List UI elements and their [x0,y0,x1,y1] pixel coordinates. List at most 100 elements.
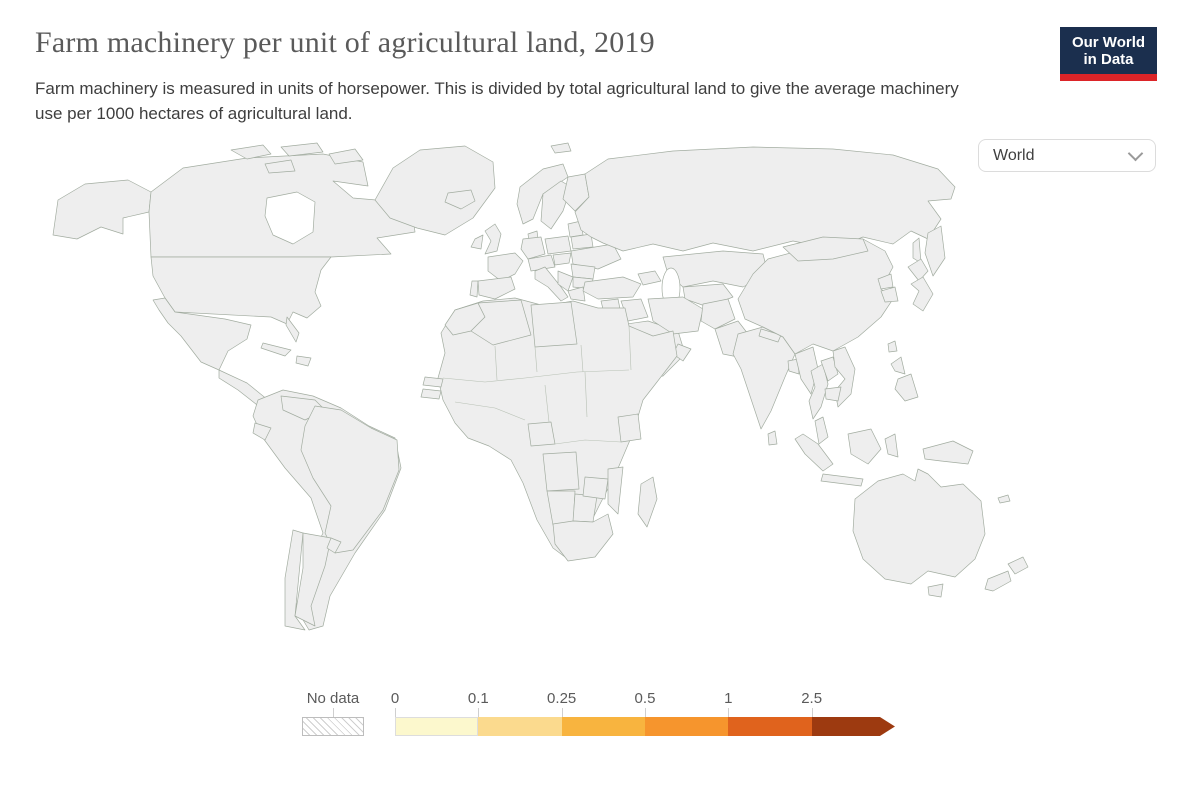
region-angola[interactable] [542,451,580,492]
legend-bin-0 [395,717,479,736]
region-south-africa[interactable] [552,513,614,562]
region-guinea-bissau[interactable] [420,388,442,400]
region-hispaniola[interactable] [295,355,312,367]
region-new-zealand[interactable] [984,570,1012,592]
legend-tick [811,708,813,717]
region-laos[interactable] [820,356,839,382]
region-turkey[interactable] [582,276,642,300]
region-papua-new-guinea[interactable] [922,440,974,465]
region-greenland[interactable] [374,145,496,236]
legend-tick [395,708,396,717]
region-japan[interactable] [910,276,934,312]
region-alaska[interactable] [52,179,152,240]
region-russia-kamchatka[interactable] [924,225,946,277]
region-uruguay[interactable] [326,537,342,554]
region-romania[interactable] [570,263,596,280]
region-north-korea[interactable] [877,273,894,290]
region-russia[interactable] [574,146,956,252]
legend-tick-labels: 0 0.1 0.25 0.5 1 2.5 [391,690,915,708]
region-tasmania[interactable] [927,583,944,598]
region-cambodia[interactable] [824,386,842,402]
region-africa[interactable] [437,297,678,561]
region-zimbabwe[interactable] [582,476,609,500]
legend-tick-label: 0.1 [467,690,489,707]
region-bangladesh[interactable] [787,358,800,375]
region-new-zealand[interactable] [1007,556,1029,575]
region-dropdown-value: World [993,146,1035,164]
hudson-bay [264,191,316,245]
region-sweden[interactable] [540,180,572,230]
region-australia[interactable] [852,468,986,585]
owid-logo-line2: in Data [1083,50,1134,68]
region-indonesia-sulawesi[interactable] [884,433,899,458]
region-arctic-islands[interactable] [280,142,324,157]
region-indonesia-java[interactable] [820,473,864,487]
owid-logo-line1: Our World [1071,33,1146,51]
legend-no-data-label: No data [306,690,360,707]
region-iceland[interactable] [444,189,476,210]
region-mexico[interactable] [152,297,252,371]
region-madagascar[interactable] [637,476,658,528]
world-map[interactable] [25,140,1145,670]
region-senegal[interactable] [422,376,444,388]
region-ireland[interactable] [470,234,484,250]
legend-bin-5 [811,717,895,736]
region-kenya[interactable] [617,413,642,443]
region-caucasus[interactable] [637,270,662,286]
legend-bin-3 [644,717,729,736]
region-ukraine[interactable] [570,243,622,270]
region-hungary[interactable] [552,252,572,266]
region-malaysia[interactable] [814,416,829,445]
region-svalbard[interactable] [550,142,572,154]
legend-bin-1 [478,717,562,736]
region-ecuador[interactable] [252,422,272,441]
chart-subtitle: Farm machinery is measured in units of h… [35,79,959,123]
region-arctic-islands[interactable] [328,148,364,165]
region-cuba[interactable] [260,342,292,357]
region-arctic-islands[interactable] [230,144,272,160]
region-gabon[interactable] [527,421,556,447]
region-sri-lanka[interactable] [767,430,778,446]
country-borders [442,325,632,445]
region-greece[interactable] [567,286,586,302]
region-iran[interactable] [647,296,704,335]
legend-tick [728,708,730,717]
region-taiwan[interactable] [887,340,898,353]
region-united-kingdom[interactable] [484,223,502,255]
legend-tick-label: 2.5 [801,690,823,707]
region-portugal[interactable] [469,280,479,298]
region-philippines[interactable] [894,373,919,402]
region-usa-florida[interactable] [285,316,300,343]
region-new-caledonia[interactable] [997,494,1011,504]
chart-title: Farm machinery per unit of agricultural … [35,26,655,59]
region-philippines[interactable] [890,356,906,375]
region-japan[interactable] [907,258,929,282]
region-india[interactable] [732,326,796,430]
region-germany[interactable] [520,236,546,260]
region-mongolia[interactable] [782,236,869,262]
region-algeria[interactable] [470,299,532,346]
region-italy[interactable] [534,266,569,302]
owid-logo-box: Our World in Data [1060,27,1157,74]
region-south-korea[interactable] [880,286,899,303]
region-spain[interactable] [477,276,516,300]
region-mozambique[interactable] [607,466,624,515]
legend-color-bar [395,717,895,736]
region-central-europe[interactable] [527,254,556,272]
owid-logo-accent-bar [1060,74,1157,81]
legend-tick-label: 0 [390,690,400,707]
legend-bin-2 [561,717,645,736]
region-libya[interactable] [530,301,578,348]
region-botswana[interactable] [572,493,598,523]
region-france[interactable] [487,252,524,282]
region-indonesia-sumatra[interactable] [794,433,834,472]
region-poland[interactable] [544,235,572,255]
owid-logo[interactable]: Our World in Data [1060,27,1157,81]
region-dropdown[interactable]: World [978,139,1156,172]
region-afghanistan[interactable] [700,298,736,330]
region-brazil[interactable] [300,405,400,554]
region-russia-sakhalin[interactable] [912,237,922,264]
region-arctic-islands[interactable] [264,159,296,174]
region-indonesia-borneo[interactable] [847,428,882,465]
